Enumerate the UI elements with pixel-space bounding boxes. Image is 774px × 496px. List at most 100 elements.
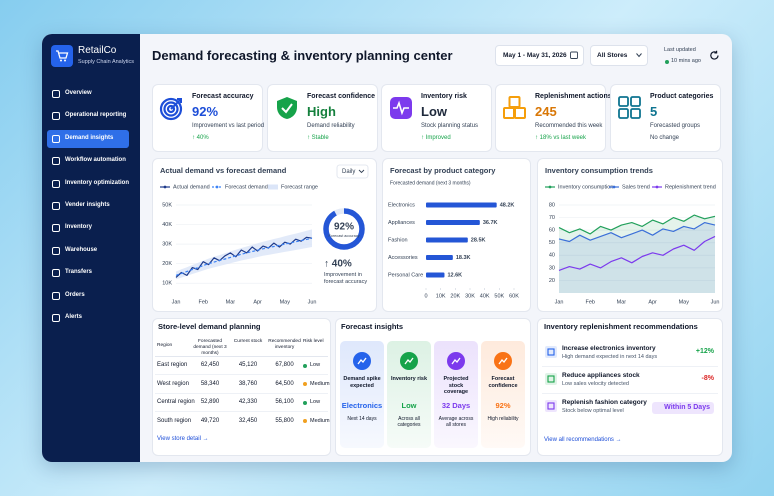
updated-value: 10 mins ago	[671, 58, 701, 64]
check	[281, 103, 293, 114]
rec-title: Increase electronics inventory	[562, 345, 656, 352]
y-tick-label: 40	[549, 253, 555, 259]
grid-icon	[630, 96, 641, 107]
nav-item[interactable]: Transfers	[65, 269, 93, 276]
table-row-rule	[155, 411, 328, 412]
nav-item[interactable]: Overview	[65, 90, 92, 96]
x-tick-label: Feb	[585, 299, 594, 305]
chart-card	[382, 158, 531, 312]
table-header: Recommended inventory	[268, 339, 301, 350]
table-row-rule	[155, 392, 328, 394]
nav-icon-shape	[52, 269, 60, 278]
recommendations-link[interactable]: View all recommendations →	[544, 437, 622, 443]
gauge-caption: Improvement in forecast accuracy	[324, 272, 368, 285]
bar-value-label: 36.7K	[483, 220, 498, 226]
y-tick-label: 20K	[162, 261, 172, 267]
nav-icon	[52, 157, 60, 166]
table-cell: East region	[157, 362, 188, 368]
cart-wheel	[64, 59, 66, 62]
nav-item[interactable]: Inventory	[65, 224, 93, 231]
y-tick-label: 30K	[162, 242, 172, 248]
category-label: Personal Care	[388, 272, 423, 278]
forecast-range-band	[176, 229, 312, 280]
nav-item[interactable]: Workflow automation	[65, 157, 126, 164]
box-icon	[508, 96, 521, 108]
kpi-change: ↑ 40%	[192, 135, 209, 141]
kpi-icon	[390, 97, 412, 119]
nav-icon-shape	[52, 90, 60, 98]
nav-item[interactable]: Alerts	[65, 314, 83, 320]
bar	[426, 272, 445, 278]
rec-title: Reduce appliances stock	[562, 372, 640, 379]
pulse	[393, 100, 409, 116]
grid-icon	[630, 108, 641, 119]
chevron	[636, 53, 642, 58]
risk-label: Low	[310, 399, 321, 405]
nav-item[interactable]: Orders	[65, 291, 85, 298]
table-cell: 45,120	[238, 362, 258, 368]
chevron-icon	[636, 53, 642, 58]
nav-icon	[52, 291, 60, 300]
legend-dot	[655, 185, 659, 189]
legend-dot	[215, 185, 219, 189]
y-tick-label: 20	[549, 278, 555, 284]
x-tick-label: 30K	[465, 293, 475, 299]
bar-value-label: 48.2K	[500, 202, 515, 208]
insight-icon	[400, 352, 418, 370]
insight-value: 32 Days	[441, 401, 471, 410]
gauge-label: Forecast accuracy	[328, 234, 359, 238]
cart-icon	[56, 50, 69, 59]
nav-item[interactable]: Operational reporting	[65, 112, 127, 119]
rec-glyph-shape	[547, 402, 555, 410]
table-cell: 67,800	[275, 362, 294, 368]
nav-icon-shape	[52, 246, 60, 255]
nav-item[interactable]: Demand insights	[65, 134, 114, 141]
table-cell: West region	[157, 380, 189, 387]
rec-glyph-shape	[547, 375, 555, 383]
nav-icon-shape	[52, 314, 60, 322]
nav-icon-shape	[52, 157, 60, 166]
table-cell: 64,500	[275, 380, 294, 387]
risk-label: Medium	[310, 417, 330, 424]
table-header: Current stock	[233, 339, 263, 344]
risk-dot	[303, 363, 307, 368]
x-tick-label: 40K	[480, 293, 490, 299]
table-header: Forecasted demand (next 3 months)	[193, 339, 227, 356]
table-link[interactable]: View store detail →	[157, 436, 209, 442]
table-cell: 52,890	[200, 399, 220, 405]
shield	[277, 97, 297, 119]
period-select[interactable]	[336, 164, 369, 179]
bar-value-label: 28.5K	[471, 237, 486, 243]
category-label: Electronics	[388, 202, 415, 208]
rec-caption: Low sales velocity detected	[562, 381, 629, 387]
series-area	[559, 215, 715, 293]
gauge-arc	[323, 208, 365, 250]
chart-title: Forecast by product category	[390, 166, 496, 175]
x-tick-label: Apr	[648, 299, 657, 305]
x-tick-label: Jan	[555, 299, 564, 305]
nav-item[interactable]: Vender insights	[65, 202, 110, 208]
nav-item[interactable]: Inventory optimization	[65, 179, 130, 186]
legend-label: Actual demand	[173, 184, 210, 190]
series-line	[558, 235, 716, 271]
legend-dot	[163, 185, 167, 189]
insight-icon	[494, 352, 512, 370]
rec-glyph	[547, 402, 555, 410]
gauge-value: 92%	[334, 222, 354, 233]
series-line	[175, 236, 313, 278]
brand-tagline: Supply Chain Analytics	[78, 59, 134, 65]
brand-name: RetailCo	[78, 45, 117, 56]
nav-icon-shape	[52, 179, 60, 188]
nav-icon-shape	[52, 202, 60, 210]
nav-item[interactable]: Warehouse	[65, 246, 98, 253]
insight-glyph	[498, 357, 508, 365]
insight-value: Electronics	[341, 401, 383, 410]
box-icon	[514, 107, 526, 119]
store-filter-label[interactable]: All Stores	[597, 52, 628, 59]
category-label: Appliances	[388, 220, 415, 226]
legend-label: Forecast range	[281, 184, 318, 190]
box-icon	[503, 107, 515, 119]
date-range[interactable]: May 1 - May 31, 2026	[503, 52, 567, 59]
table-cell: 32,450	[238, 417, 258, 424]
table-header: Region	[157, 343, 173, 348]
